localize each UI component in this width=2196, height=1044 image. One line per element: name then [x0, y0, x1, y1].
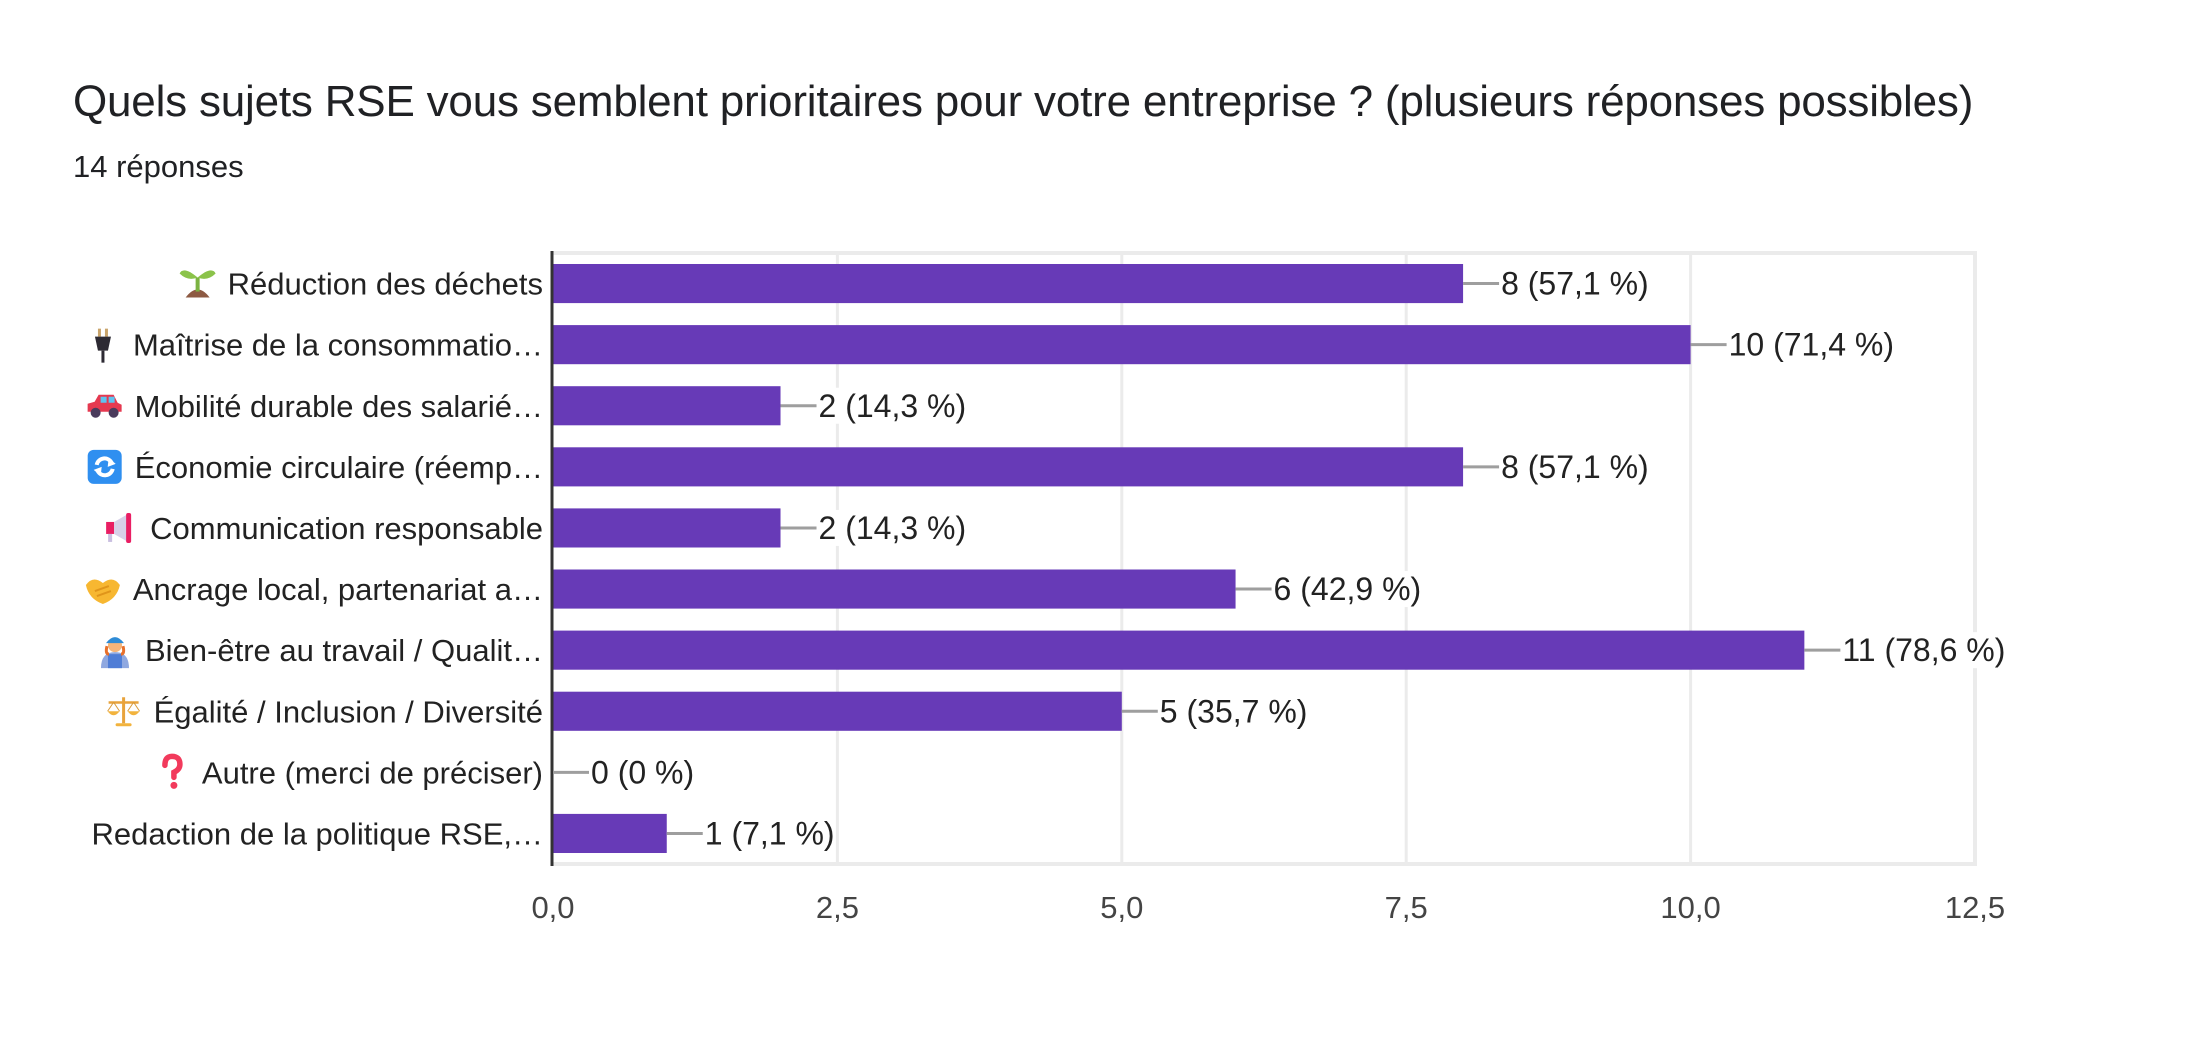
value-label: 5 (35,7 %): [1160, 693, 1308, 729]
bar[interactable]: [553, 386, 781, 426]
category-label: Autre (merci de préciser): [202, 755, 543, 790]
category-label: Économie circulaire (réemp…: [135, 450, 543, 485]
value-label: 8 (57,1 %): [1501, 266, 1649, 302]
value-label-background: [1841, 632, 2007, 669]
bar[interactable]: [553, 447, 1464, 487]
value-label-background: [1272, 571, 1423, 608]
label-layer: 8 (57,1 %) 10 (71,4 %) 2 (14,3 %) 8 (57,1 %…: [553, 265, 2007, 852]
seedling-icon: [179, 270, 216, 298]
bar[interactable]: [553, 263, 1464, 304]
woman-mechanic-icon: [100, 637, 129, 669]
value-label-background: [817, 509, 968, 546]
category-label: Mobilité durable des salarié…: [135, 389, 543, 424]
x-tick-label: 2,5: [816, 890, 859, 925]
category-label: Redaction de la politique RSE,…: [92, 816, 543, 851]
electric-plug-icon: [94, 328, 111, 363]
value-label-background: [590, 754, 696, 791]
car-icon: [87, 394, 122, 418]
x-tick-label: 7,5: [1385, 890, 1428, 925]
value-label: 6 (42,9 %): [1274, 571, 1422, 607]
x-tick-label: 10,0: [1660, 890, 1720, 925]
value-label-background: [703, 815, 836, 852]
value-label: 2 (14,3 %): [819, 388, 967, 424]
bar[interactable]: [553, 325, 1691, 365]
x-tick-label: 0,0: [531, 890, 574, 925]
category-label: Bien-être au travail / Qualit…: [145, 633, 543, 668]
x-axis-ticks: 0,0 2,5 5,0 7,5 10,0 12,5: [531, 890, 2005, 925]
chart-title: Quels sujets RSE vous semblent prioritai…: [73, 77, 1974, 126]
value-label-background: [1500, 448, 1650, 485]
category-label: Communication responsable: [150, 511, 543, 546]
value-label-background: [817, 387, 968, 424]
handshake-icon: [85, 579, 120, 605]
category-label: Réduction des déchets: [228, 267, 543, 302]
bar[interactable]: [553, 813, 667, 854]
value-label: 10 (71,4 %): [1729, 327, 1894, 363]
response-count: 14 réponses: [73, 149, 244, 184]
value-label-background: [1158, 693, 1309, 730]
bar[interactable]: [553, 691, 1122, 731]
category-label: Maîtrise de la consommatio…: [133, 328, 543, 363]
bar[interactable]: [553, 508, 781, 548]
value-label-background: [1727, 326, 1896, 363]
megaphone-icon: [106, 512, 132, 543]
value-label: 0 (0 %): [591, 754, 694, 790]
value-label: 11 (78,6 %): [1842, 632, 2005, 668]
balance-scale-icon: [107, 697, 141, 727]
x-tick-label: 12,5: [1945, 890, 2005, 925]
x-tick-label: 5,0: [1100, 890, 1143, 925]
category-label: Ancrage local, partenariat a…: [133, 572, 543, 607]
category-label: Égalité / Inclusion / Diversité: [154, 694, 543, 729]
value-label: 8 (57,1 %): [1501, 449, 1649, 485]
y-axis-labels: Réduction des déchets Maîtrise de la cons…: [85, 267, 543, 851]
bar-layer: [550, 251, 1805, 866]
value-label-background: [1500, 265, 1650, 302]
bar[interactable]: [553, 630, 1805, 670]
question-mark-icon: [162, 753, 183, 789]
value-label: 1 (7,1 %): [705, 815, 835, 851]
value-label: 2 (14,3 %): [819, 510, 967, 546]
bar[interactable]: [553, 569, 1236, 609]
recycle-arrows-icon: [87, 449, 122, 484]
